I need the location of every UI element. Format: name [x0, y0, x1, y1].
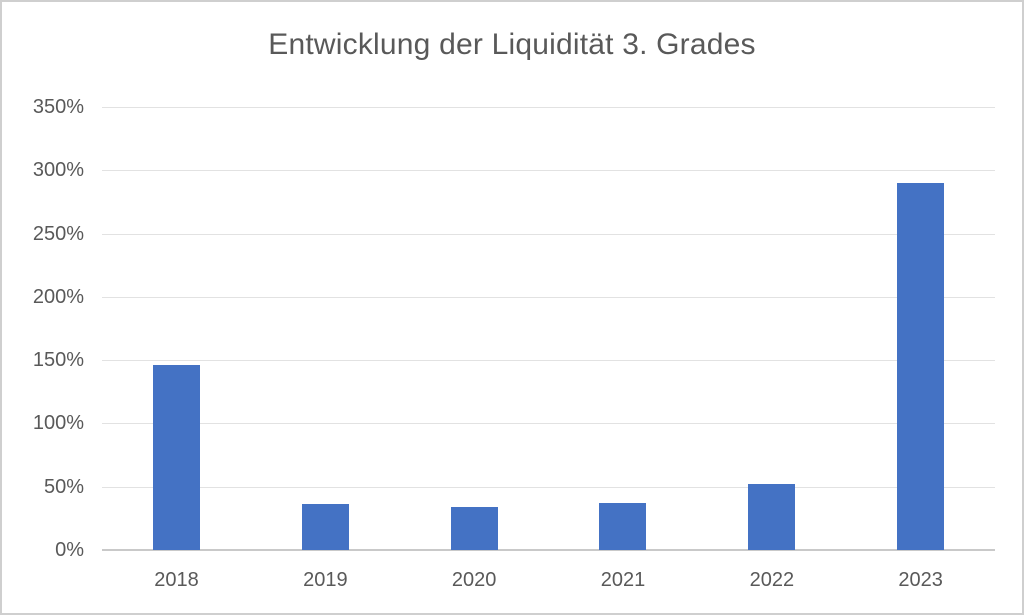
x-axis-label-2020: 2020 [451, 569, 497, 591]
gridline [102, 423, 995, 425]
y-axis-tick-label: 350% [32, 96, 84, 118]
y-axis-tick-label: 150% [32, 349, 84, 372]
y-axis-tick-label: 250% [32, 222, 84, 245]
x-axis-label-2018: 2018 [154, 569, 199, 591]
gridline [102, 233, 995, 235]
plot-area [102, 107, 995, 551]
chart-title: Entwicklung der Liquidität 3. Grades [268, 28, 756, 61]
x-axis-label-2019: 2019 [303, 569, 348, 591]
bar-2023 [897, 182, 945, 550]
y-axis-tick-label: 50% [43, 475, 84, 498]
x-axis-line [102, 549, 995, 551]
y-axis-tick-label: 300% [32, 159, 84, 182]
y-axis-tick-label: 100% [32, 412, 84, 435]
x-axis-label-2023: 2023 [898, 569, 943, 591]
bar-2021 [599, 503, 647, 550]
y-axis-tick-label: 0% [55, 539, 84, 561]
y-axis-tick-label: 200% [32, 285, 84, 308]
x-axis-label-2022: 2022 [749, 569, 795, 591]
x-axis-label-2021: 2021 [600, 569, 646, 591]
gridline [102, 360, 995, 362]
bar-2020 [450, 506, 498, 550]
gridline [102, 486, 995, 488]
bar-2018 [152, 365, 200, 550]
gridline [102, 107, 995, 108]
gridline [102, 296, 995, 298]
bar-2019 [301, 504, 349, 550]
bar-2022 [748, 484, 796, 550]
gridline [102, 170, 995, 172]
